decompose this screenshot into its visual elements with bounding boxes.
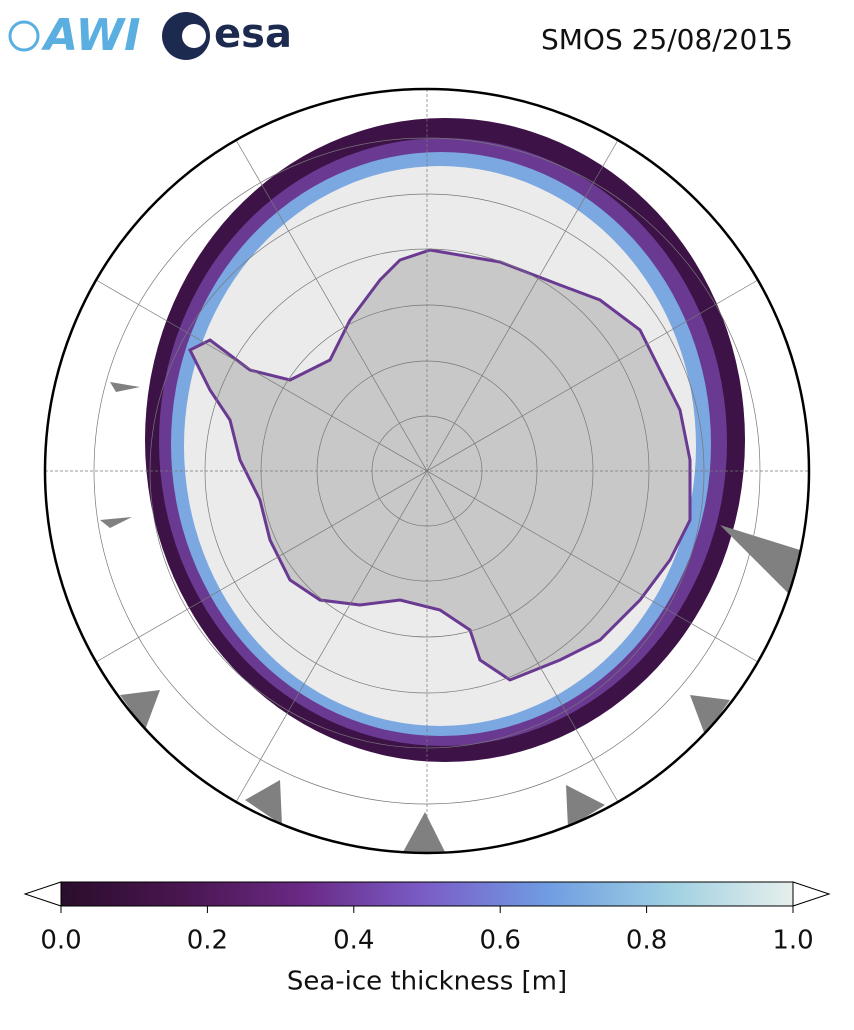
colorbar-extend-max	[792, 881, 831, 907]
awi-globe-icon	[8, 20, 40, 52]
map	[45, 89, 809, 853]
colorbar-tick-label: 0.2	[187, 926, 228, 956]
colorbar-tick-label: 0.4	[333, 926, 374, 956]
colorbar-tick-label: 0.8	[626, 926, 667, 956]
graticule	[45, 89, 809, 853]
colorbar-label: Sea-ice thickness [m]	[287, 967, 567, 997]
colorbar-tick-label: 0.0	[40, 926, 81, 956]
colorbar-tick-label: 1.0	[772, 926, 813, 956]
map-title: SMOS 25/08/2015	[541, 23, 793, 56]
esa-logo: esa	[214, 11, 292, 57]
esa-icon-inner	[182, 24, 206, 48]
colorbar	[23, 881, 831, 913]
colorbar-extend-min	[23, 881, 62, 907]
land	[100, 382, 800, 852]
map-frame	[43, 87, 811, 855]
antarctica	[187, 248, 692, 682]
colorbar-gradient	[60, 881, 794, 907]
awi-logo: AWI	[41, 10, 141, 61]
logos: AWI esa	[8, 10, 292, 61]
colorbar-tick-label: 0.6	[480, 926, 521, 956]
